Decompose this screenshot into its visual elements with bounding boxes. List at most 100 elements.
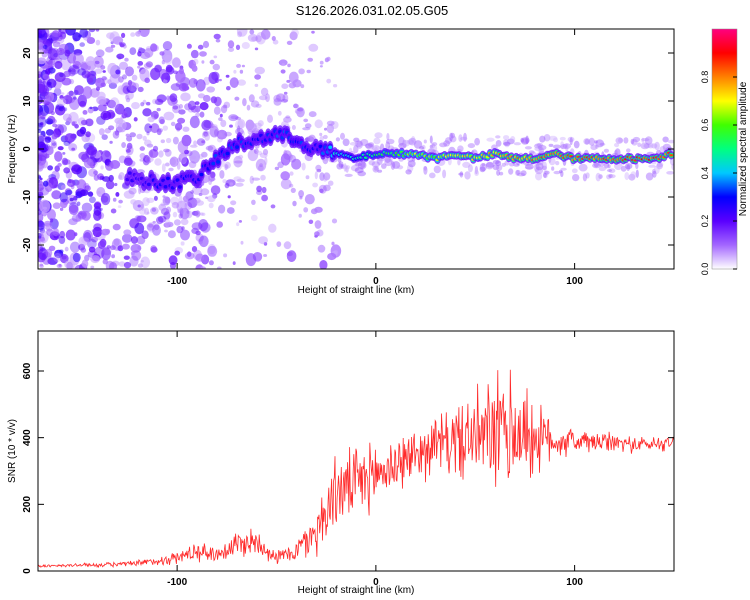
spectrogram-noise-blob (224, 182, 230, 189)
spectrogram-haze-blob (584, 138, 590, 145)
spectrogram-haze-blob (165, 162, 170, 167)
spectrogram-noise-blob (250, 214, 258, 222)
spectrogram-noise-blob (74, 124, 79, 129)
spectrogram-noise-blob (184, 252, 195, 260)
spectrogram-noise-blob (73, 96, 77, 100)
spectrogram-noise-blob (57, 162, 62, 167)
spectrogram-noise-blob (152, 44, 159, 52)
spectrogram-noise-blob (153, 195, 158, 201)
spectrogram-noise-blob (278, 59, 288, 66)
spectrogram-noise-blob (75, 214, 83, 222)
spectrogram-haze-blob (524, 146, 532, 150)
spectrogram-haze-blob (214, 128, 218, 138)
spectrogram-noise-blob (50, 110, 55, 116)
spectrogram-haze-blob (360, 139, 369, 146)
spectrogram-noise-blob (163, 222, 171, 228)
spectrogram-noise-blob (38, 73, 42, 79)
spectrogram-noise-blob (47, 165, 53, 171)
spectrogram-noise-blob (77, 117, 86, 126)
spectrogram-haze-blob (548, 135, 558, 141)
spectrogram-haze-blob (248, 94, 255, 103)
spectrogram-noise-blob (139, 29, 150, 37)
spectrogram-noise-blob (319, 188, 324, 193)
spectrogram-haze-blob (641, 137, 645, 143)
spectrogram-haze-blob (385, 138, 395, 145)
spectrogram-noise-blob (39, 177, 43, 181)
spectrogram-noise-blob (176, 200, 187, 213)
snr-frame (37, 330, 675, 572)
spectrogram-haze-blob (626, 164, 631, 172)
spectrogram-haze-blob (219, 170, 225, 179)
spectrogram-noise-blob (38, 57, 47, 65)
spectrogram-noise-blob (298, 213, 302, 218)
spectrogram-haze-blob (210, 177, 216, 181)
spectrogram-haze-blob (640, 142, 650, 150)
spectrogram-noise-blob (154, 64, 163, 73)
spectrogram-noise-blob (110, 41, 114, 45)
spectrogram-haze-blob (630, 171, 637, 179)
spectrogram-noise-blob (52, 123, 58, 128)
spectrogram-noise-blob (180, 229, 190, 241)
spectrogram-haze-blob (582, 173, 588, 182)
spectrogram-haze-blob (260, 174, 266, 181)
spectrogram-noise-blob (142, 156, 150, 166)
ridge-core-blob (211, 161, 216, 166)
spectrogram-noise-blob (319, 60, 324, 65)
spectrogram-haze-blob (443, 140, 450, 147)
spectrogram-haze-blob (516, 172, 526, 177)
spectrogram-haze-blob (496, 164, 503, 171)
spectrogram-haze-blob (255, 150, 263, 156)
spectrogram-haze-blob (542, 170, 549, 179)
spectrogram-noise-blob (191, 64, 197, 70)
spectrogram-noise-blob (129, 255, 139, 267)
spectrogram-noise-blob (100, 110, 112, 121)
spectrogram-haze-blob (533, 143, 543, 149)
spectrogram-haze-blob (614, 148, 621, 158)
spectrogram-noise-blob (239, 69, 244, 74)
spectrogram-haze-blob (513, 163, 520, 167)
spectrogram-haze-blob (506, 138, 515, 145)
spectrogram-noise-blob (146, 131, 150, 136)
spectrogram-haze-blob (360, 160, 366, 168)
spectrogram-noise-blob (163, 54, 173, 65)
spectrogram-haze-blob (221, 158, 225, 168)
spectrogram-noise-blob (44, 95, 52, 104)
spectrogram-noise-blob (130, 243, 142, 253)
spectrogram-noise-blob (80, 119, 88, 126)
spectrogram-haze-blob (312, 182, 318, 188)
spectrogram-haze-blob (474, 170, 479, 176)
spectrogram-noise-blob (53, 53, 59, 58)
spectrogram-haze-blob (495, 140, 502, 147)
spectrogram-noise-blob (286, 250, 297, 262)
spectrogram-noise-blob (187, 197, 198, 209)
spectrogram-noise-blob (280, 153, 291, 166)
spectrogram-noise-blob (227, 40, 235, 49)
spectrogram-noise-blob (150, 43, 158, 52)
ridge-core-blob (175, 178, 180, 182)
spectrogram-noise-blob (156, 216, 164, 225)
spectrogram-haze-blob (207, 195, 216, 203)
spectrogram-haze-blob (667, 139, 674, 144)
spectrogram-haze-blob (595, 144, 599, 149)
spectrogram-noise-blob (144, 77, 150, 84)
spectrogram-haze-blob (408, 137, 417, 146)
spectrogram-haze-blob (154, 158, 162, 166)
spectrogram-haze-blob (384, 158, 393, 167)
spectrogram-noise-blob (307, 57, 314, 62)
colorbar-tick-label: 0.8 (700, 71, 710, 84)
spectrogram-noise-blob (136, 235, 146, 245)
spectrogram-haze-blob (632, 136, 641, 143)
spectrogram-haze-blob (650, 143, 658, 149)
spectrogram-noise-blob (130, 32, 136, 37)
spectrogram-haze-blob (353, 145, 359, 154)
spectrogram-haze-blob (464, 171, 471, 180)
spectrogram-noise-blob (319, 65, 323, 68)
spectrogram-haze-blob (146, 143, 154, 148)
spectrogram-noise-blob (129, 47, 137, 55)
spectrogram-y-label: Frequency (Hz) (7, 115, 18, 184)
spectrogram-haze-blob (140, 204, 144, 209)
spectrogram-haze-blob (160, 139, 165, 144)
spectrogram-noise-blob (286, 79, 291, 83)
spectrogram-noise-blob (94, 60, 100, 65)
